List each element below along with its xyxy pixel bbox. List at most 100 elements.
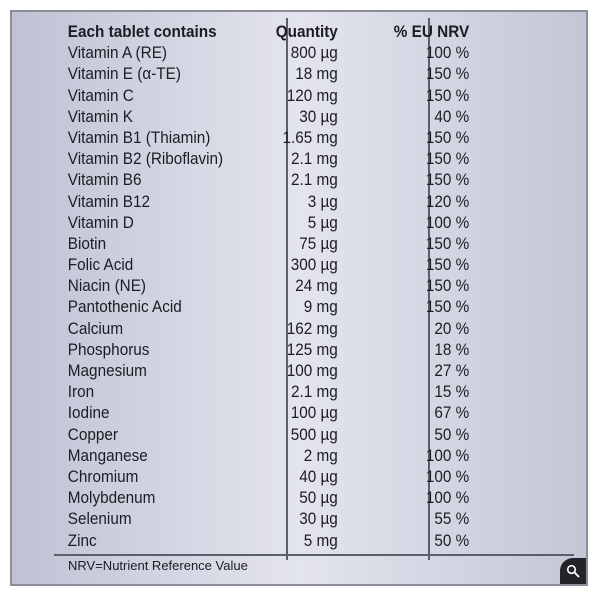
nutrient-quantity: 162 mg (286, 318, 338, 338)
nutrient-nrv-percent: 150 % (425, 85, 470, 105)
nutrient-name: Vitamin E (α-TE) (67, 64, 181, 84)
nutrient-nrv-percent: 15 % (434, 382, 470, 402)
column-divider-quantity (286, 18, 288, 560)
nutrient-name: Vitamin B12 (67, 191, 151, 211)
nutrient-quantity: 24 mg (295, 276, 338, 296)
nutrient-name: Magnesium (67, 361, 147, 380)
nutrient-quantity: 3 µg (307, 191, 338, 211)
nutrient-nrv-percent: 18 % (434, 339, 470, 359)
nutrient-quantity: 30 µg (299, 509, 338, 529)
table-bottom-rule (54, 554, 574, 556)
nutrient-quantity: 50 µg (299, 488, 338, 508)
nutrition-table: Each tablet contains Quantity % EU NRV V… (12, 21, 586, 551)
table-row: Zinc 5 mg 50 % (12, 530, 529, 551)
nutrient-quantity: 500 µg (290, 424, 338, 444)
table-row: Chromium 40 µg 100 % (12, 466, 529, 487)
nutrient-nrv-percent: 40 % (434, 106, 470, 126)
table-row: Phosphorus 125 mg 18 % (12, 339, 529, 360)
table-row: Vitamin B6 2.1 mg 150 % (12, 169, 529, 190)
nutrient-name: Folic Acid (67, 255, 134, 275)
nutrient-name: Iodine (67, 403, 110, 423)
nutrient-quantity: 100 µg (290, 403, 338, 423)
nutrient-name: Copper (67, 424, 118, 444)
nutrient-name: Phosphorus (67, 339, 150, 359)
table-row: Calcium 162 mg 20 % (12, 318, 529, 339)
table-row: Biotin 75 µg 150 % (12, 233, 529, 254)
table-row: Vitamin B2 (Riboflavin) 2.1 mg 150 % (12, 148, 529, 169)
table-row: Vitamin C 120 mg 150 % (12, 85, 529, 106)
nutrient-quantity: 125 mg (286, 339, 338, 359)
table-row: Folic Acid 300 µg 150 % (12, 254, 529, 275)
nutrient-nrv-percent: 50 % (434, 530, 470, 550)
nutrient-nrv-percent: 150 % (425, 127, 470, 147)
nutrient-nrv-percent: 27 % (434, 361, 470, 380)
nutrient-name: Molybdenum (67, 488, 156, 508)
footnote: NRV=Nutrient Reference Value (68, 558, 248, 573)
nutrient-name: Zinc (67, 530, 97, 550)
nutrient-name: Manganese (67, 445, 148, 465)
table-row: Manganese 2 mg 100 % (12, 445, 529, 466)
nutrient-nrv-percent: 150 % (425, 276, 470, 296)
nutrient-nrv-percent: 100 % (425, 445, 470, 465)
nutrient-name: Biotin (67, 233, 107, 253)
header-quantity: Quantity (275, 22, 338, 41)
nutrient-nrv-percent: 150 % (425, 170, 470, 190)
table-row: Iodine 100 µg 67 % (12, 402, 529, 423)
nutrient-quantity: 40 µg (299, 466, 338, 486)
nutrient-quantity: 800 µg (290, 43, 338, 63)
nutrient-quantity: 2 mg (303, 445, 338, 465)
nutrient-name: Vitamin D (67, 212, 134, 232)
header-each-tablet-contains: Each tablet contains (67, 22, 217, 41)
table-row: Molybdenum 50 µg 100 % (12, 487, 529, 508)
table-row: Selenium 30 µg 55 % (12, 508, 529, 529)
nutrient-name: Vitamin B6 (67, 170, 142, 190)
nutrient-quantity: 100 mg (286, 361, 338, 380)
nutrient-quantity: 5 µg (307, 212, 338, 232)
nutrient-name: Selenium (67, 509, 132, 529)
table-row: Copper 500 µg 50 % (12, 424, 529, 445)
nutrient-quantity: 75 µg (299, 233, 338, 253)
nutrient-quantity: 2.1 mg (291, 149, 338, 169)
nutrient-name: Vitamin B1 (Thiamin) (67, 127, 211, 147)
nutrient-nrv-percent: 150 % (425, 255, 470, 275)
nutrient-nrv-percent: 100 % (425, 43, 470, 63)
nutrient-nrv-percent: 120 % (425, 191, 470, 211)
nutrient-nrv-percent: 100 % (425, 212, 470, 232)
nutrient-nrv-percent: 67 % (434, 403, 470, 423)
table-row: Vitamin E (α-TE) 18 mg 150 % (12, 63, 529, 84)
nutrient-name: Iron (67, 382, 95, 402)
table-row: Vitamin B1 (Thiamin) 1.65 mg 150 % (12, 127, 529, 148)
table-row: Magnesium 100 mg 27 % (12, 360, 529, 381)
nutrient-name: Chromium (67, 466, 139, 486)
table-row: Vitamin B12 3 µg 120 % (12, 191, 529, 212)
nutrient-quantity: 5 mg (303, 530, 338, 550)
nutrient-nrv-percent: 20 % (434, 318, 470, 338)
table-row: Vitamin D 5 µg 100 % (12, 212, 529, 233)
nutrient-quantity: 120 mg (286, 85, 338, 105)
nutrient-quantity: 9 mg (303, 297, 338, 317)
nutrition-table-panel: Each tablet contains Quantity % EU NRV V… (10, 10, 588, 586)
table-row: Vitamin A (RE) 800 µg 100 % (12, 42, 529, 63)
zoom-magnifier-icon (566, 564, 580, 578)
table-row: Iron 2.1 mg 15 % (12, 381, 529, 402)
nutrient-name: Vitamin A (RE) (67, 43, 168, 63)
table-row: Pantothenic Acid 9 mg 150 % (12, 296, 529, 317)
nutrient-quantity: 300 µg (290, 255, 338, 275)
nutrient-name: Pantothenic Acid (67, 297, 182, 317)
nutrient-name: Niacin (NE) (67, 276, 147, 296)
table-row: Vitamin K 30 µg 40 % (12, 106, 529, 127)
nutrient-name: Vitamin C (67, 85, 134, 105)
nutrient-quantity: 2.1 mg (291, 170, 338, 190)
nutrient-name: Vitamin K (67, 106, 134, 126)
nutrient-nrv-percent: 150 % (425, 149, 470, 169)
nutrient-quantity: 30 µg (299, 106, 338, 126)
nutrient-name: Vitamin B2 (Riboflavin) (67, 149, 224, 169)
nutrient-quantity: 1.65 mg (282, 127, 338, 147)
nutrient-nrv-percent: 55 % (434, 509, 470, 529)
zoom-button[interactable] (560, 558, 586, 584)
table-row: Niacin (NE) 24 mg 150 % (12, 275, 529, 296)
nutrient-nrv-percent: 150 % (425, 233, 470, 253)
nutrient-quantity: 18 mg (295, 64, 338, 84)
nutrient-quantity: 2.1 mg (291, 382, 338, 402)
nutrient-nrv-percent: 150 % (425, 297, 470, 317)
